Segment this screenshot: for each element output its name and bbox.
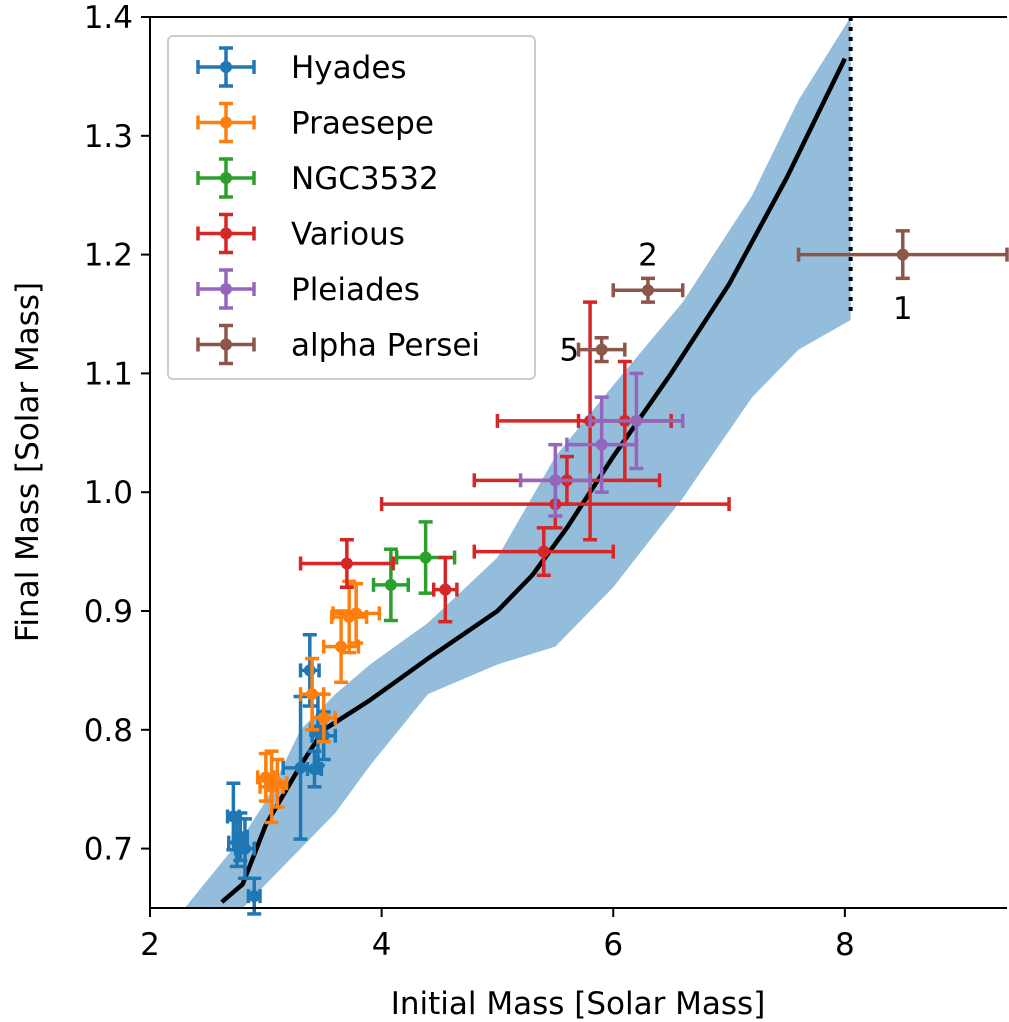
legend-entry: Hyades <box>196 46 407 88</box>
data-point-praesepe <box>331 581 382 645</box>
data-point-hyades <box>281 694 320 841</box>
y-tick-label: 0.9 <box>84 594 133 630</box>
data-point-pleiades <box>588 371 685 471</box>
uncertainty-band <box>184 17 851 908</box>
x-axis-label: Initial Mass [Solar Mass] <box>391 986 766 1022</box>
legend-entry: Pleiades <box>196 268 420 310</box>
y-tick-label: 1.1 <box>84 356 133 392</box>
y-tick-label: 0.8 <box>84 713 133 749</box>
y-axis-label: Final Mass [Solar Mass] <box>10 282 46 642</box>
marker <box>294 761 307 774</box>
data-point-pleiades <box>518 442 592 518</box>
y-tick-label: 1.2 <box>84 238 133 274</box>
legend-marker <box>220 227 232 240</box>
legend-label: alpha Persei <box>291 328 480 364</box>
legend-marker <box>220 172 232 184</box>
data-point-praesepe <box>321 609 361 685</box>
marker <box>419 551 432 564</box>
y-tick-label: 1.4 <box>84 0 133 36</box>
data-point-praesepe <box>266 757 289 809</box>
legend-marker <box>220 283 232 295</box>
data-point-various <box>472 526 615 578</box>
marker <box>238 842 251 855</box>
marker <box>306 688 319 701</box>
legend-entry: Various <box>196 212 405 255</box>
marker <box>549 474 562 487</box>
legend-entry: NGC3532 <box>196 157 439 199</box>
legend-marker <box>220 338 232 351</box>
marker <box>384 578 397 591</box>
legend-marker <box>220 61 232 73</box>
data-point-ngc3532 <box>371 547 411 623</box>
annotation-label: 2 <box>638 238 658 274</box>
marker <box>595 438 608 451</box>
marker <box>439 583 452 596</box>
marker <box>303 664 316 677</box>
annotation-label: 5 <box>559 333 579 369</box>
data-point-alpha-persei <box>576 336 627 364</box>
data-point-alpha-persei <box>611 276 685 304</box>
legend-label: NGC3532 <box>291 161 439 197</box>
legend-entry: alpha Persei <box>196 323 480 366</box>
marker <box>896 248 909 261</box>
x-tick-label: 8 <box>835 927 855 963</box>
legend: Hyades Praesepe NGC3532 Various Pleiades alph… <box>167 35 536 380</box>
marker <box>248 890 261 903</box>
marker <box>335 640 348 653</box>
marker <box>340 557 353 570</box>
marker <box>641 284 654 297</box>
marker <box>350 607 363 620</box>
marker <box>271 777 284 790</box>
data-points <box>225 229 1009 916</box>
y-tick-label: 0.7 <box>84 832 133 868</box>
x-tick-label: 4 <box>372 927 392 963</box>
legend-label: Hyades <box>291 50 407 86</box>
marker <box>537 545 550 558</box>
legend-label: Praesepe <box>291 106 434 142</box>
legend-entry: Praesepe <box>196 101 434 144</box>
legend-marker <box>220 116 232 129</box>
marker <box>630 414 643 427</box>
data-point-alpha-persei <box>796 229 1009 281</box>
legend-box <box>167 35 536 380</box>
y-tick-label: 1.3 <box>84 119 133 155</box>
marker <box>595 343 608 356</box>
uncertainty-band-area <box>184 17 851 908</box>
data-point-praesepe <box>310 692 338 744</box>
data-point-various <box>431 555 459 624</box>
y-tick-label: 1.0 <box>84 475 133 511</box>
legend-label: Pleiades <box>291 272 420 308</box>
x-tick-label: 2 <box>140 927 160 963</box>
legend-label: Various <box>291 217 405 253</box>
axes: 2 4 6 8 0.7 0.8 0.9 1.0 1.1 1.2 1.3 1.4 <box>84 0 1007 963</box>
x-tick-label: 6 <box>603 927 623 963</box>
data-point-various <box>298 537 395 589</box>
annotations: 1 2 5 <box>559 238 912 369</box>
marker <box>317 711 330 724</box>
data-point-hyades <box>246 876 262 916</box>
annotation-label: 1 <box>893 291 913 327</box>
